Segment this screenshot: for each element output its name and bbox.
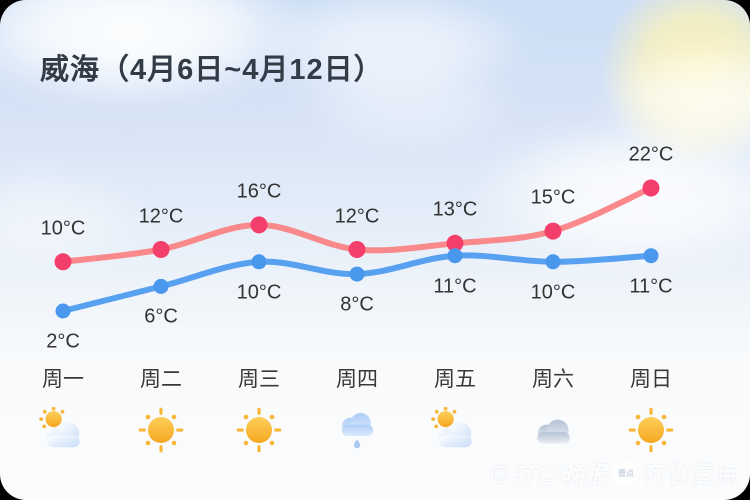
temp-label-low: 8°C: [340, 293, 374, 316]
weather-icon-slot: [528, 405, 578, 455]
day-column: 周四: [308, 358, 406, 488]
temp-label-high: 22°C: [628, 143, 674, 166]
weather-icon-slot: [38, 405, 88, 455]
cloudy-icon: [537, 419, 570, 444]
day-column: 周一: [14, 358, 112, 488]
day-column: 周三: [210, 358, 308, 488]
partly-cloudy-icon: [431, 406, 472, 448]
cloud: [250, 0, 530, 100]
temp-label-high: 16°C: [236, 180, 282, 203]
yidian-logo-icon: 壹点: [614, 462, 637, 484]
day-label: 周一: [42, 368, 84, 391]
temp-label-low: 2°C: [46, 330, 80, 353]
temp-label-high: 15°C: [530, 186, 576, 209]
temp-label-low: 11°C: [629, 275, 673, 298]
page-title: 威海（4月6日~4月12日）: [40, 54, 384, 86]
day-column: 周五: [406, 358, 504, 488]
day-label: 周六: [532, 368, 574, 391]
data-point: [152, 241, 170, 258]
day-label: 周三: [238, 368, 280, 391]
sunny-icon: [138, 407, 184, 453]
sunny-icon: [236, 407, 282, 453]
sunny-icon: [628, 407, 674, 453]
data-point: [348, 241, 366, 258]
temp-label-high: 13°C: [432, 198, 478, 221]
day-column: 周二: [112, 358, 210, 488]
temp-label-high: 12°C: [334, 205, 380, 227]
day-label: 周二: [140, 368, 182, 391]
day-forecast-row: 周一 周二 周三 周四 周五 周六 周日: [14, 358, 700, 488]
day-column: 周日: [602, 358, 700, 488]
data-point: [250, 216, 268, 234]
partly-cloudy-icon: [39, 406, 80, 448]
watermark-credit: ©齐鲁晚报: [487, 462, 608, 489]
temp-label-high: 10°C: [40, 217, 86, 240]
weather-icon-slot: [234, 405, 284, 455]
temp-label-low: 6°C: [144, 305, 178, 328]
day-column: 周六: [504, 358, 602, 488]
temp-label-low: 10°C: [530, 281, 576, 304]
cloud: [300, 60, 520, 150]
watermark: ©齐鲁晚报 壹点 齐鲁壹点: [488, 456, 740, 490]
weather-icon-slot: [430, 405, 480, 455]
watermark-brand: 齐鲁壹点: [643, 462, 740, 487]
data-point: [446, 234, 464, 252]
weather-icon-slot: [136, 405, 186, 455]
data-point: [447, 248, 463, 264]
weather-icon-slot: [332, 405, 382, 455]
temp-label-high: 12°C: [138, 205, 184, 227]
data-point: [153, 278, 169, 294]
weather-icon-slot: [626, 405, 676, 455]
temp-label-low: 10°C: [236, 281, 282, 304]
data-point: [349, 266, 365, 282]
day-label: 周五: [434, 368, 476, 391]
data-point: [55, 303, 71, 319]
rain-icon: [341, 413, 374, 449]
day-label: 周四: [336, 368, 378, 391]
temp-label-low: 11°C: [433, 275, 477, 298]
day-label: 周日: [630, 368, 672, 391]
data-point: [251, 254, 267, 270]
